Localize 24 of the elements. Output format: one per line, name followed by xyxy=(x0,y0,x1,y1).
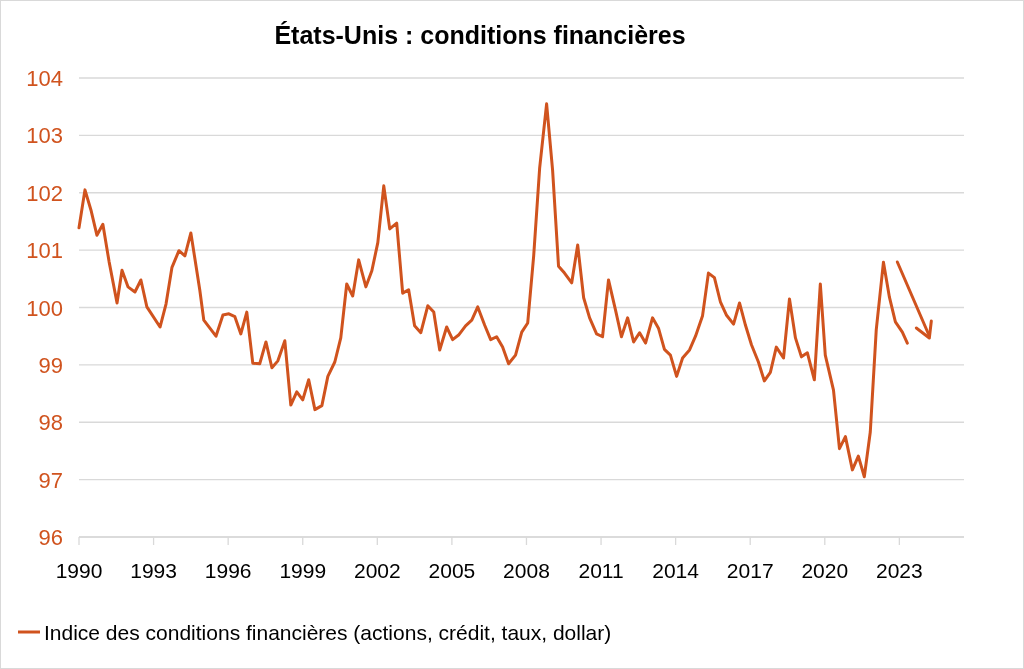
x-tick-label: 2011 xyxy=(578,559,624,582)
y-tick-label: 102 xyxy=(26,180,63,206)
line-series xyxy=(77,102,909,479)
x-tick-label: 2017 xyxy=(726,559,774,582)
y-tick-label: 101 xyxy=(26,238,63,264)
x-tick-label: 1999 xyxy=(279,559,327,582)
y-tick-label: 103 xyxy=(26,123,63,149)
y-tick-label: 97 xyxy=(38,467,63,493)
legend-label: Indice des conditions financières (actions, crédit, taux, dollar) xyxy=(44,621,612,644)
x-tick-label: 2002 xyxy=(353,559,401,582)
chart-title: États-Unis : conditions financières xyxy=(274,21,686,49)
x-tick-label: 1990 xyxy=(55,559,103,582)
y-tick-label: 100 xyxy=(26,295,63,321)
x-tick-label: 2023 xyxy=(876,559,923,582)
x-tick-label: 1996 xyxy=(204,559,252,582)
y-tick-label: 98 xyxy=(38,410,63,436)
x-tick-label: 2014 xyxy=(652,559,700,582)
y-tick-label: 96 xyxy=(38,525,63,550)
x-tick-label: 2005 xyxy=(428,559,476,582)
x-tick-label: 2020 xyxy=(801,559,849,582)
y-tick-label: 104 xyxy=(26,66,63,91)
x-tick-label: 1993 xyxy=(130,559,177,582)
x-tick-label: 2008 xyxy=(503,559,550,582)
y-tick-label: 99 xyxy=(38,352,63,378)
